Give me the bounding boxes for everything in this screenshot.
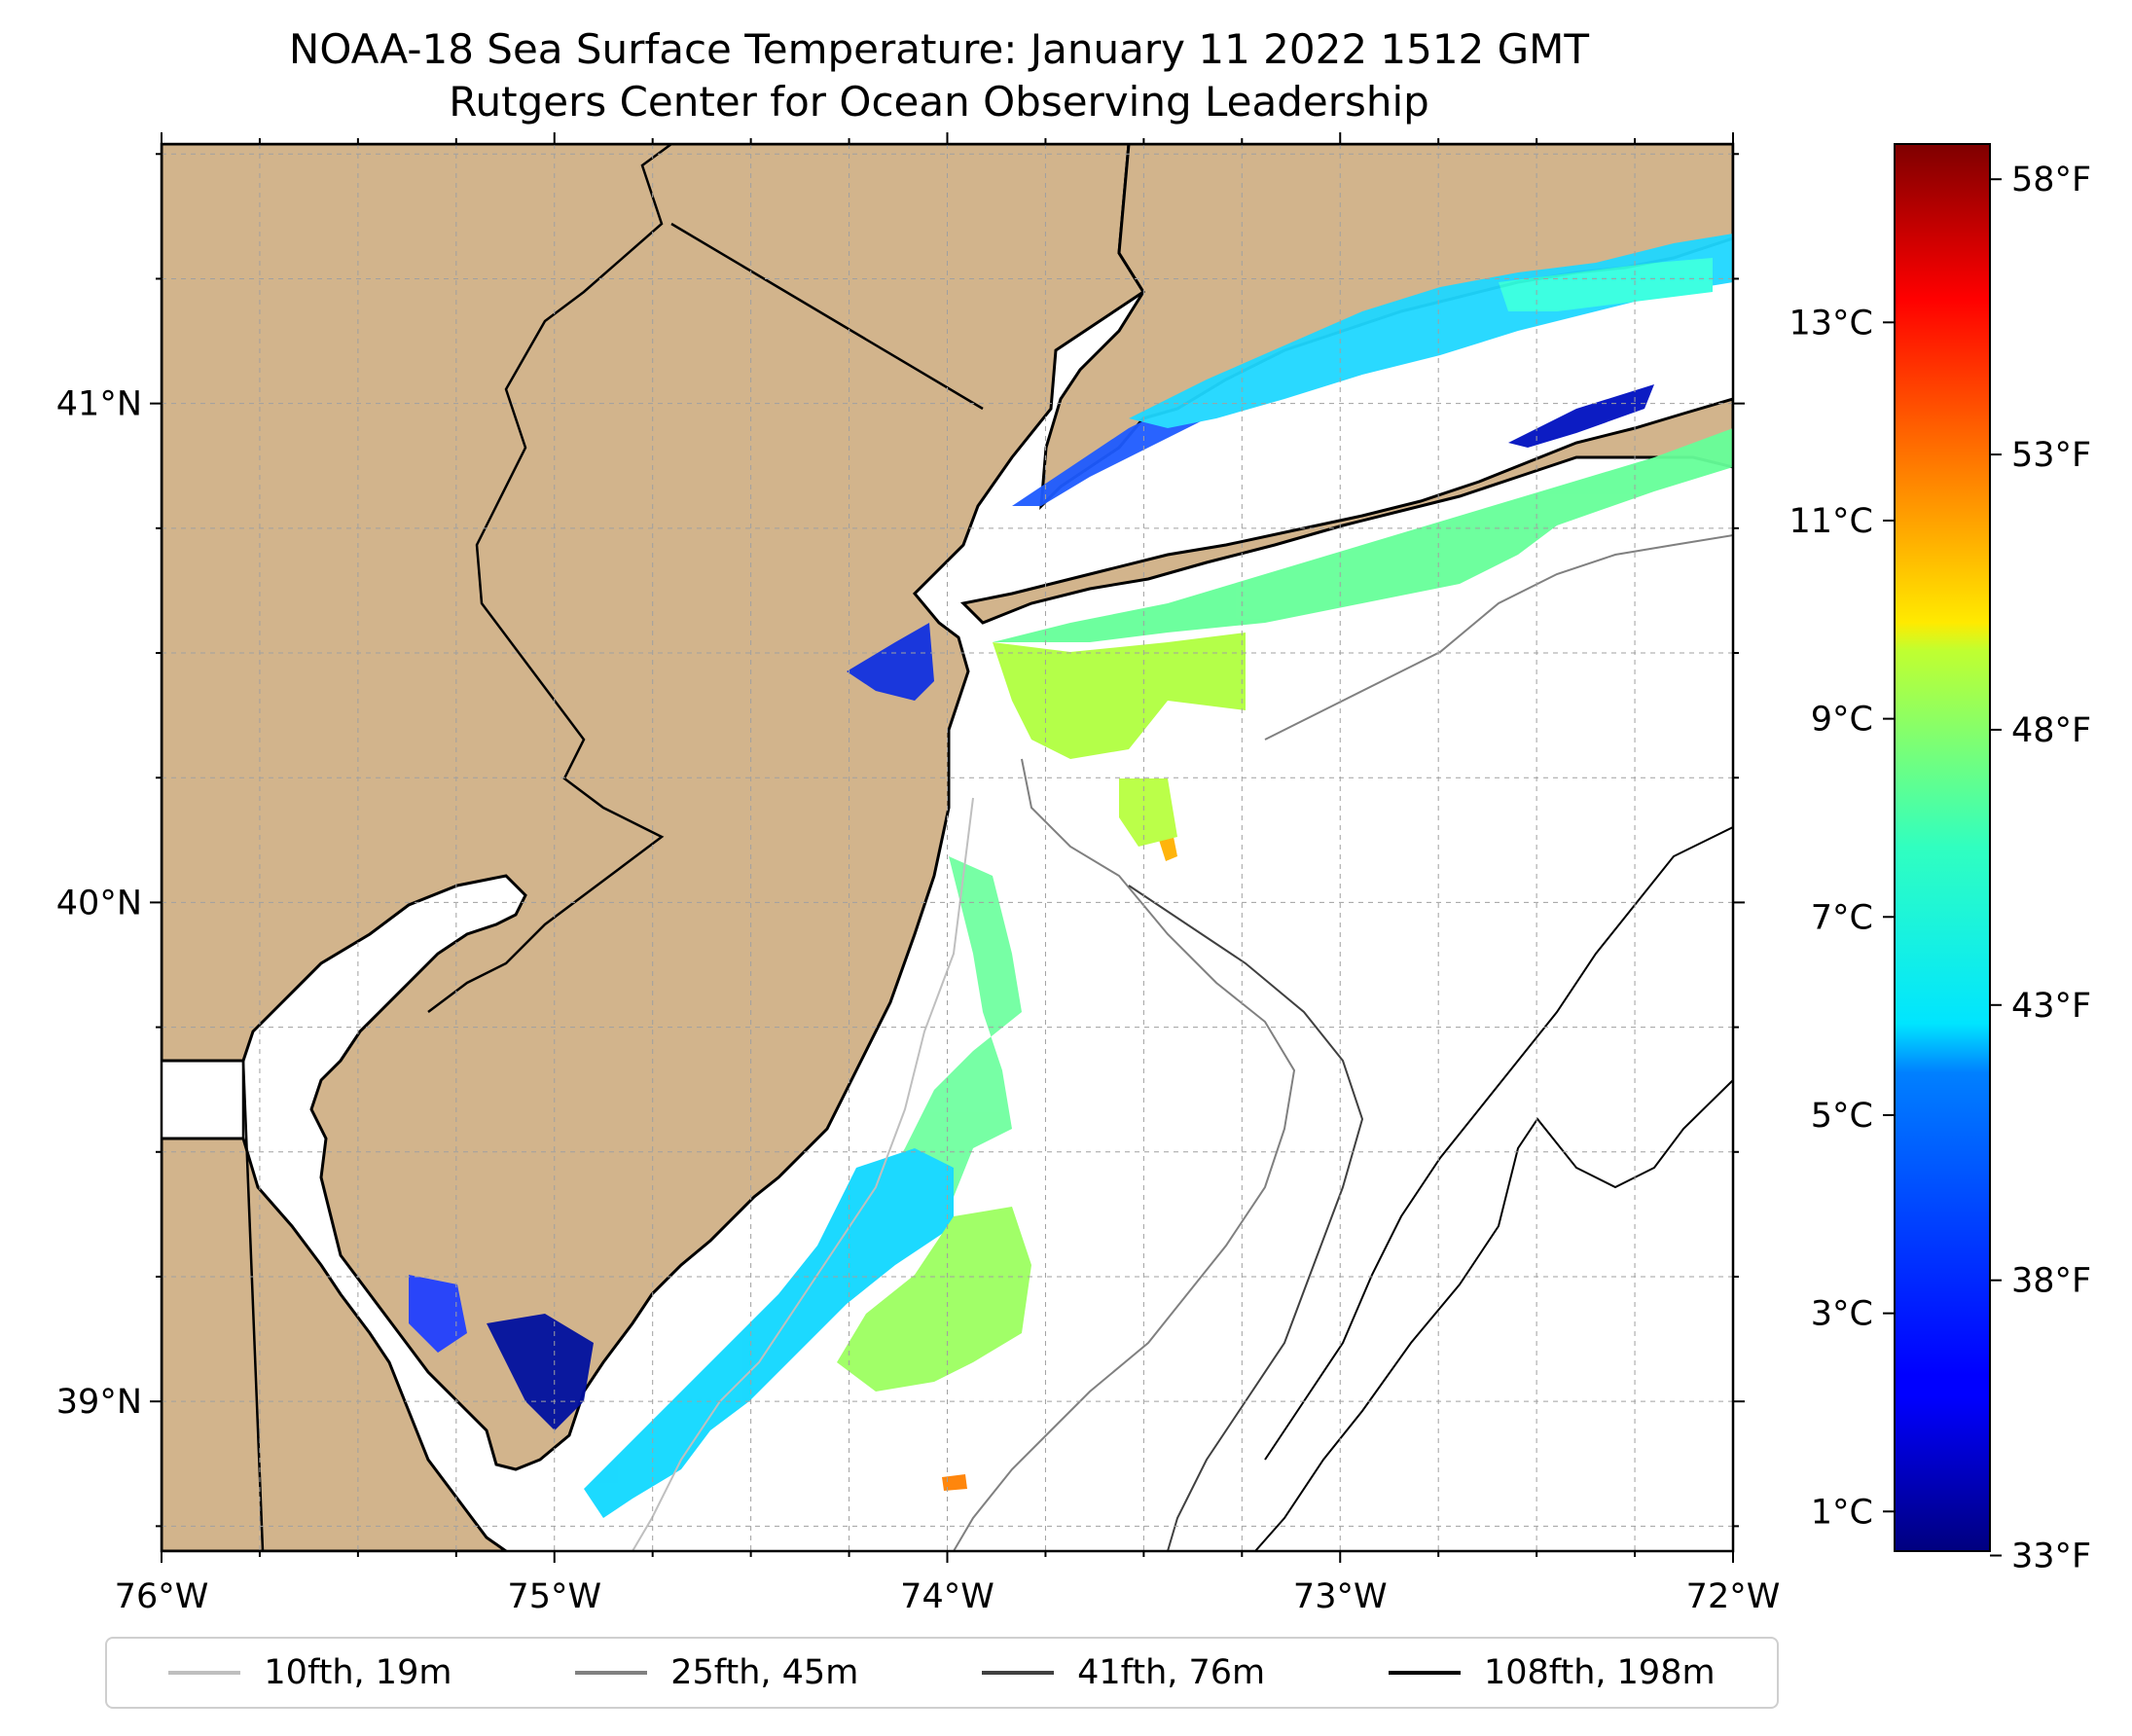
lat-tick-label: 41°N <box>56 385 142 424</box>
legend-item-41fth: 41fth, 76m <box>982 1653 1265 1692</box>
sst-nj-north <box>993 633 1246 759</box>
celsius-tick-label: 1°C <box>1811 1493 1873 1532</box>
colorbar: 1°C 3°C 5°C 7°C 9°C 11°C 13°C 33°F 38°F 43°F 48°F… <box>1789 143 2091 1576</box>
legend-swatch-108fth <box>1388 1671 1461 1675</box>
lon-tick-label: 76°W <box>115 1577 209 1616</box>
colorbar-gradient <box>1895 144 1990 1551</box>
map-title-line2: Rutgers Center for Ocean Observing Leade… <box>449 78 1429 126</box>
legend-item-108fth: 108fth, 198m <box>1388 1653 1716 1692</box>
lon-tick-label: 72°W <box>1686 1577 1781 1616</box>
legend-label-108fth: 108fth, 198m <box>1483 1653 1716 1692</box>
fahrenheit-tick-label: 43°F <box>2011 987 2091 1026</box>
fahrenheit-tick-label: 53°F <box>2011 436 2091 475</box>
bathymetry-legend: 10fth, 19m 25fth, 45m 41fth, 76m 108fth,… <box>105 1637 1779 1709</box>
land-delmarva <box>162 1137 509 1551</box>
map-title-line1: NOAA-18 Sea Surface Temperature: January… <box>288 25 1590 73</box>
lat-tick-label: 39°N <box>56 1383 142 1422</box>
legend-label-25fth: 25fth, 45m <box>670 1653 859 1692</box>
lon-tick-label: 73°W <box>1293 1577 1388 1616</box>
sst-ny-harbor <box>847 623 934 701</box>
sst-data-layer <box>409 234 1733 1518</box>
celsius-tick-label: 5°C <box>1811 1097 1873 1136</box>
sst-nj-south <box>584 1148 954 1518</box>
sst-warm-spot-2 <box>942 1474 967 1491</box>
contour-41fth <box>1128 885 1364 1551</box>
sst-delaware-bay-west <box>409 1275 467 1353</box>
fahrenheit-tick-label: 58°F <box>2011 161 2091 199</box>
sst-nj-mid <box>856 856 1022 1246</box>
legend-item-10fth: 10fth, 19m <box>168 1653 452 1692</box>
colorbar-celsius-ticks: 1°C 3°C 5°C 7°C 9°C 11°C 13°C <box>1789 304 1895 1532</box>
colorbar-frame <box>1894 143 1991 1552</box>
land-long-island <box>959 397 1733 625</box>
sst-mid-patch <box>1119 778 1177 847</box>
sst-li-sound-patch <box>1499 258 1713 311</box>
sst-delaware-bay <box>487 1314 594 1430</box>
celsius-tick-label: 11°C <box>1789 502 1873 541</box>
contour-10fth <box>632 797 974 1551</box>
legend-label-41fth: 41fth, 76m <box>1077 1653 1266 1692</box>
contour-25fth-north <box>1264 534 1733 741</box>
contour-25fth <box>953 758 1296 1551</box>
lon-tick-label: 75°W <box>507 1577 601 1616</box>
celsius-tick-label: 3°C <box>1811 1295 1873 1334</box>
colorbar-fahrenheit-ticks: 33°F 38°F 43°F 48°F 53°F 58°F <box>1990 161 2091 1576</box>
celsius-tick-label: 13°C <box>1789 304 1873 343</box>
fahrenheit-tick-label: 48°F <box>2011 711 2091 750</box>
legend-swatch-10fth <box>168 1671 241 1675</box>
lat-tick-label: 40°N <box>56 884 142 922</box>
fahrenheit-tick-label: 38°F <box>2011 1262 2091 1301</box>
legend-swatch-25fth <box>575 1671 648 1675</box>
map-gridlines <box>162 144 1733 1551</box>
legend-swatch-41fth <box>982 1671 1055 1675</box>
sst-nj-shelf <box>837 1207 1031 1392</box>
legend-item-25fth: 25fth, 45m <box>575 1653 858 1692</box>
sst-peconic <box>1508 384 1654 448</box>
sst-li-south <box>993 428 1733 642</box>
contour-108fth <box>1254 1079 1733 1551</box>
latitude-axis: 39°N 40°N 41°N <box>56 153 1745 1528</box>
celsius-tick-label: 9°C <box>1811 701 1873 740</box>
celsius-tick-label: 7°C <box>1811 898 1873 937</box>
fahrenheit-tick-label: 33°F <box>2011 1537 2091 1576</box>
legend-label-10fth: 10fth, 19m <box>264 1653 452 1692</box>
longitude-axis: 76°W 75°W 74°W 73°W 72°W <box>115 132 1781 1616</box>
lon-tick-label: 74°W <box>900 1577 994 1616</box>
